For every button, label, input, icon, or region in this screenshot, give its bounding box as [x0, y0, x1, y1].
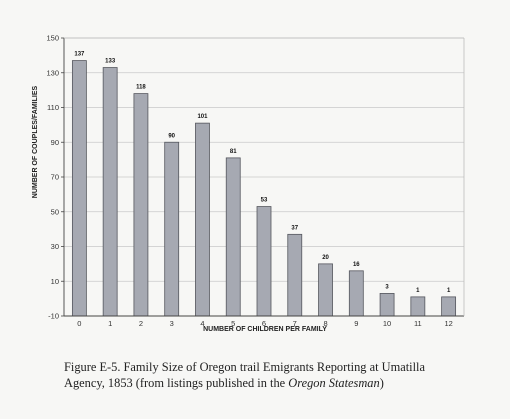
x-tick-label: 11 — [414, 319, 422, 328]
bar — [379, 293, 395, 317]
x-tick-label: 2 — [139, 319, 143, 328]
bar — [225, 157, 241, 317]
x-tick-label: 0 — [77, 319, 81, 328]
bar — [256, 206, 272, 317]
data-label: 3 — [385, 284, 389, 290]
x-tick-label: 1 — [108, 319, 112, 328]
caption-line-1: Figure E-5. Family Size of Oregon trail … — [64, 360, 425, 374]
x-tick-label: 7 — [293, 319, 297, 328]
y-tick-label: 70 — [51, 173, 59, 182]
bar — [133, 93, 149, 317]
bar — [441, 296, 457, 317]
y-tick-label: 90 — [51, 138, 59, 147]
bar — [287, 233, 303, 317]
bar — [102, 67, 118, 317]
y-tick-label: 50 — [51, 207, 59, 216]
y-tick-label: 110 — [47, 103, 59, 112]
data-label: 37 — [291, 225, 298, 231]
data-label: 133 — [105, 59, 116, 65]
bars — [71, 60, 457, 317]
y-tick-label: 130 — [46, 68, 59, 77]
data-label: 16 — [353, 262, 360, 268]
data-label: 81 — [230, 149, 237, 155]
bar — [410, 296, 426, 317]
data-label: 118 — [136, 85, 146, 91]
data-label: 53 — [261, 198, 268, 204]
y-tick-label: 10 — [51, 277, 59, 286]
bar — [195, 122, 210, 317]
data-label: 101 — [197, 114, 208, 120]
data-label: 1 — [416, 288, 420, 294]
bar-chart: -10 10 30 50 70 90 110 130 150 0 1 2 3 4 5 6 7 8 9 10 11 12 1… — [32, 34, 465, 333]
caption-line-2-end: ) — [379, 376, 384, 390]
y-axis-title: NUMBER OF COUPLES/FAMILIES — [32, 85, 39, 198]
caption-line-2-text: Agency, 1853 (from listings published in… — [64, 376, 289, 390]
y-tick-label: 30 — [51, 242, 59, 251]
bar — [348, 270, 364, 317]
x-tick-label: 12 — [444, 319, 452, 328]
x-tick-label: 10 — [383, 319, 391, 328]
data-labels: 137 133 118 90 101 81 53 37 20 16 3 1 1 — [74, 52, 451, 294]
x-tick-label: 3 — [170, 319, 174, 328]
x-tick-label: 9 — [354, 319, 358, 328]
data-label: 137 — [74, 52, 85, 58]
x-tick-label: 6 — [262, 319, 266, 328]
caption-publication-title: Oregon Statesman — [288, 376, 380, 390]
y-tick-label: 150 — [46, 34, 59, 43]
x-axis-title: NUMBER OF CHILDREN PER FAMILY — [203, 326, 327, 333]
bar — [318, 263, 333, 317]
x-tick-label: 5 — [231, 319, 235, 328]
bar — [71, 60, 87, 317]
bar — [164, 141, 180, 317]
figure-caption: Figure E-5. Family Size of Oregon trail … — [64, 359, 484, 391]
x-tick-label: 8 — [323, 319, 327, 328]
y-tick-label: -10 — [48, 312, 59, 321]
data-label: 1 — [447, 288, 451, 294]
caption-line-2: Agency, 1853 (from listings published in… — [64, 376, 384, 390]
data-label: 90 — [168, 133, 175, 139]
x-tick-label: 4 — [200, 319, 204, 328]
data-label: 20 — [322, 255, 329, 261]
